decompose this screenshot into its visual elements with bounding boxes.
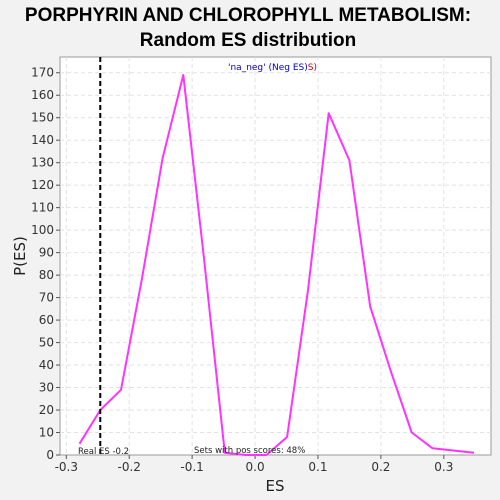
x-axis-title: ES [266, 477, 285, 495]
legend: 'na_neg' (Neg ES)S) [228, 63, 317, 73]
series-layer [78, 74, 475, 456]
legend-series-label: 'na_neg' (Neg ES) [228, 63, 308, 73]
legend-series-suffix: S) [308, 63, 317, 73]
es-distribution-line [78, 74, 475, 456]
x-tick-label: 0.0 [246, 460, 265, 474]
y-tick-label: 140 [31, 133, 54, 147]
y-tick-label: 40 [39, 358, 54, 372]
x-tick-label: -0.1 [180, 460, 203, 474]
y-tick-label: 130 [31, 156, 54, 170]
real-es-label: Real ES -0.2 [78, 447, 129, 457]
chart-title: PORPHYRIN AND CHLOROPHYLL METABOLISM: [25, 5, 471, 26]
y-tick-label: 150 [31, 111, 54, 125]
y-tick-label: 10 [39, 426, 54, 440]
x-tick-label: 0.1 [308, 460, 327, 474]
y-tick-label: 50 [39, 336, 54, 350]
y-tick-label: 70 [39, 291, 54, 305]
y-tick-label: 100 [31, 223, 54, 237]
y-tick-label: 0 [46, 448, 54, 462]
y-tick-label: 110 [31, 201, 54, 215]
y-tick-label: 160 [31, 88, 54, 102]
y-axis-title: P(ES) [11, 236, 29, 276]
y-tick-label: 120 [31, 178, 54, 192]
grid [60, 57, 491, 455]
x-tick-label: 0.2 [371, 460, 390, 474]
axes: 0 10 20 30 40 50 60 70 80 90 100 110 120 130 140 150 160… [31, 66, 453, 474]
y-tick-label: 60 [39, 313, 54, 327]
x-tick-label: -0.2 [118, 460, 141, 474]
x-tick-label: 0.3 [434, 460, 453, 474]
y-tick-label: 20 [39, 403, 54, 417]
pos-scores-label: Sets with pos scores: 48% [194, 446, 305, 456]
y-tick-label: 30 [39, 381, 54, 395]
y-tick-label: 80 [39, 268, 54, 282]
y-tick-label: 90 [39, 246, 54, 260]
x-tick-label: -0.3 [55, 460, 78, 474]
plot-area [59, 56, 492, 456]
chart-subtitle: Random ES distribution [140, 30, 356, 51]
y-tick-label: 170 [31, 66, 54, 80]
